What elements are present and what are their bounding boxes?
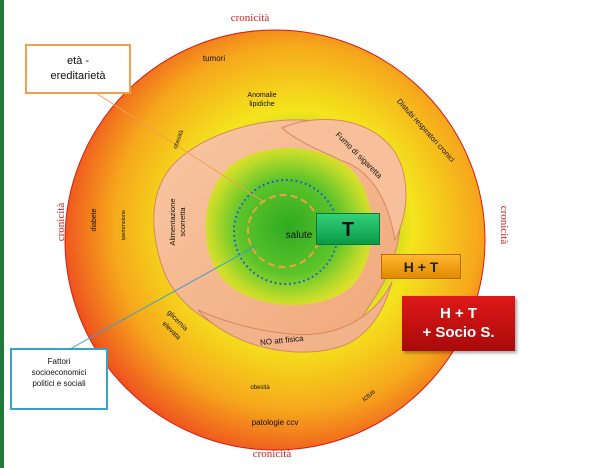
tag-h-t-socio: H + T + Socio S. bbox=[402, 296, 515, 351]
tag-h-t: H + T bbox=[381, 254, 461, 279]
band-bottom bbox=[197, 281, 393, 353]
label-diabete: diabete bbox=[91, 208, 98, 231]
label-patologie: patologie ccv bbox=[252, 418, 299, 427]
label-anomalie-2: lipidiche bbox=[249, 101, 274, 108]
label-tumori: tumori bbox=[203, 54, 225, 63]
eta-line-1: età - bbox=[66, 55, 89, 67]
cronicita-top: cronicità bbox=[231, 12, 270, 24]
cronicita-bottom: cronicità bbox=[253, 448, 292, 460]
band-fumo bbox=[281, 118, 407, 242]
cronicita-right: cronicità bbox=[498, 206, 510, 245]
label-ipertensione: ipertensione bbox=[121, 210, 127, 240]
cronicita-left: cronicità bbox=[55, 203, 67, 242]
fattori-line-1: Fattori bbox=[47, 357, 71, 366]
tag-hts-line-1: H + T bbox=[439, 305, 478, 322]
eta-ereditarieta-box: età - ereditarietà bbox=[25, 44, 131, 94]
label-alimentazione-2: scorretta bbox=[178, 207, 187, 237]
label-obesita-bottom: obesità bbox=[250, 385, 270, 391]
leader-eta bbox=[95, 92, 265, 203]
left-border-line bbox=[0, 0, 4, 468]
leader-fattori bbox=[69, 245, 257, 350]
tag-hts-line-2: + Socio S. bbox=[422, 324, 495, 341]
fattori-box: Fattori socioeconomici politici e social… bbox=[10, 348, 108, 410]
fattori-line-3: politici e sociali bbox=[32, 379, 86, 388]
eta-line-2: ereditarietà bbox=[50, 70, 106, 82]
fattori-line-2: socioeconomici bbox=[31, 368, 87, 377]
label-alimentazione-1: Alimentazione bbox=[168, 198, 177, 245]
label-salute: salute bbox=[286, 230, 313, 241]
label-anomalie-1: Anomalie bbox=[247, 92, 276, 99]
tag-t: T bbox=[316, 213, 380, 245]
